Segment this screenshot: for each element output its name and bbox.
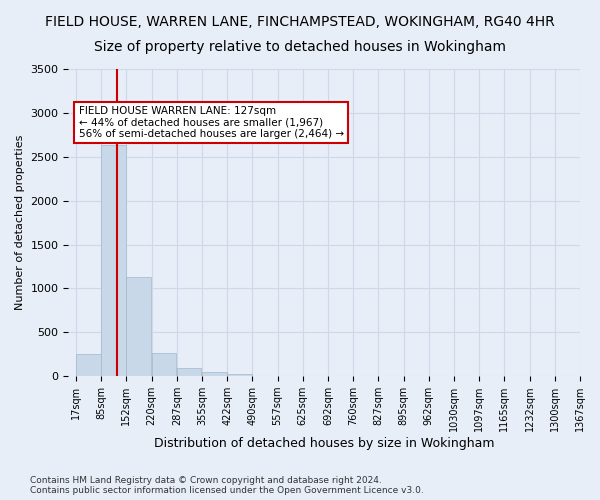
Bar — [101, 146, 126, 376]
Bar — [177, 368, 202, 376]
Bar — [202, 372, 227, 376]
X-axis label: Distribution of detached houses by size in Wokingham: Distribution of detached houses by size … — [154, 437, 494, 450]
Bar — [227, 374, 252, 376]
Bar — [127, 277, 151, 376]
Bar — [152, 352, 176, 376]
Text: FIELD HOUSE, WARREN LANE, FINCHAMPSTEAD, WOKINGHAM, RG40 4HR: FIELD HOUSE, WARREN LANE, FINCHAMPSTEAD,… — [45, 15, 555, 29]
Y-axis label: Number of detached properties: Number of detached properties — [15, 135, 25, 310]
Text: Size of property relative to detached houses in Wokingham: Size of property relative to detached ho… — [94, 40, 506, 54]
Text: FIELD HOUSE WARREN LANE: 127sqm
← 44% of detached houses are smaller (1,967)
56%: FIELD HOUSE WARREN LANE: 127sqm ← 44% of… — [79, 106, 344, 139]
Text: Contains HM Land Registry data © Crown copyright and database right 2024.
Contai: Contains HM Land Registry data © Crown c… — [30, 476, 424, 495]
Bar — [76, 354, 101, 376]
